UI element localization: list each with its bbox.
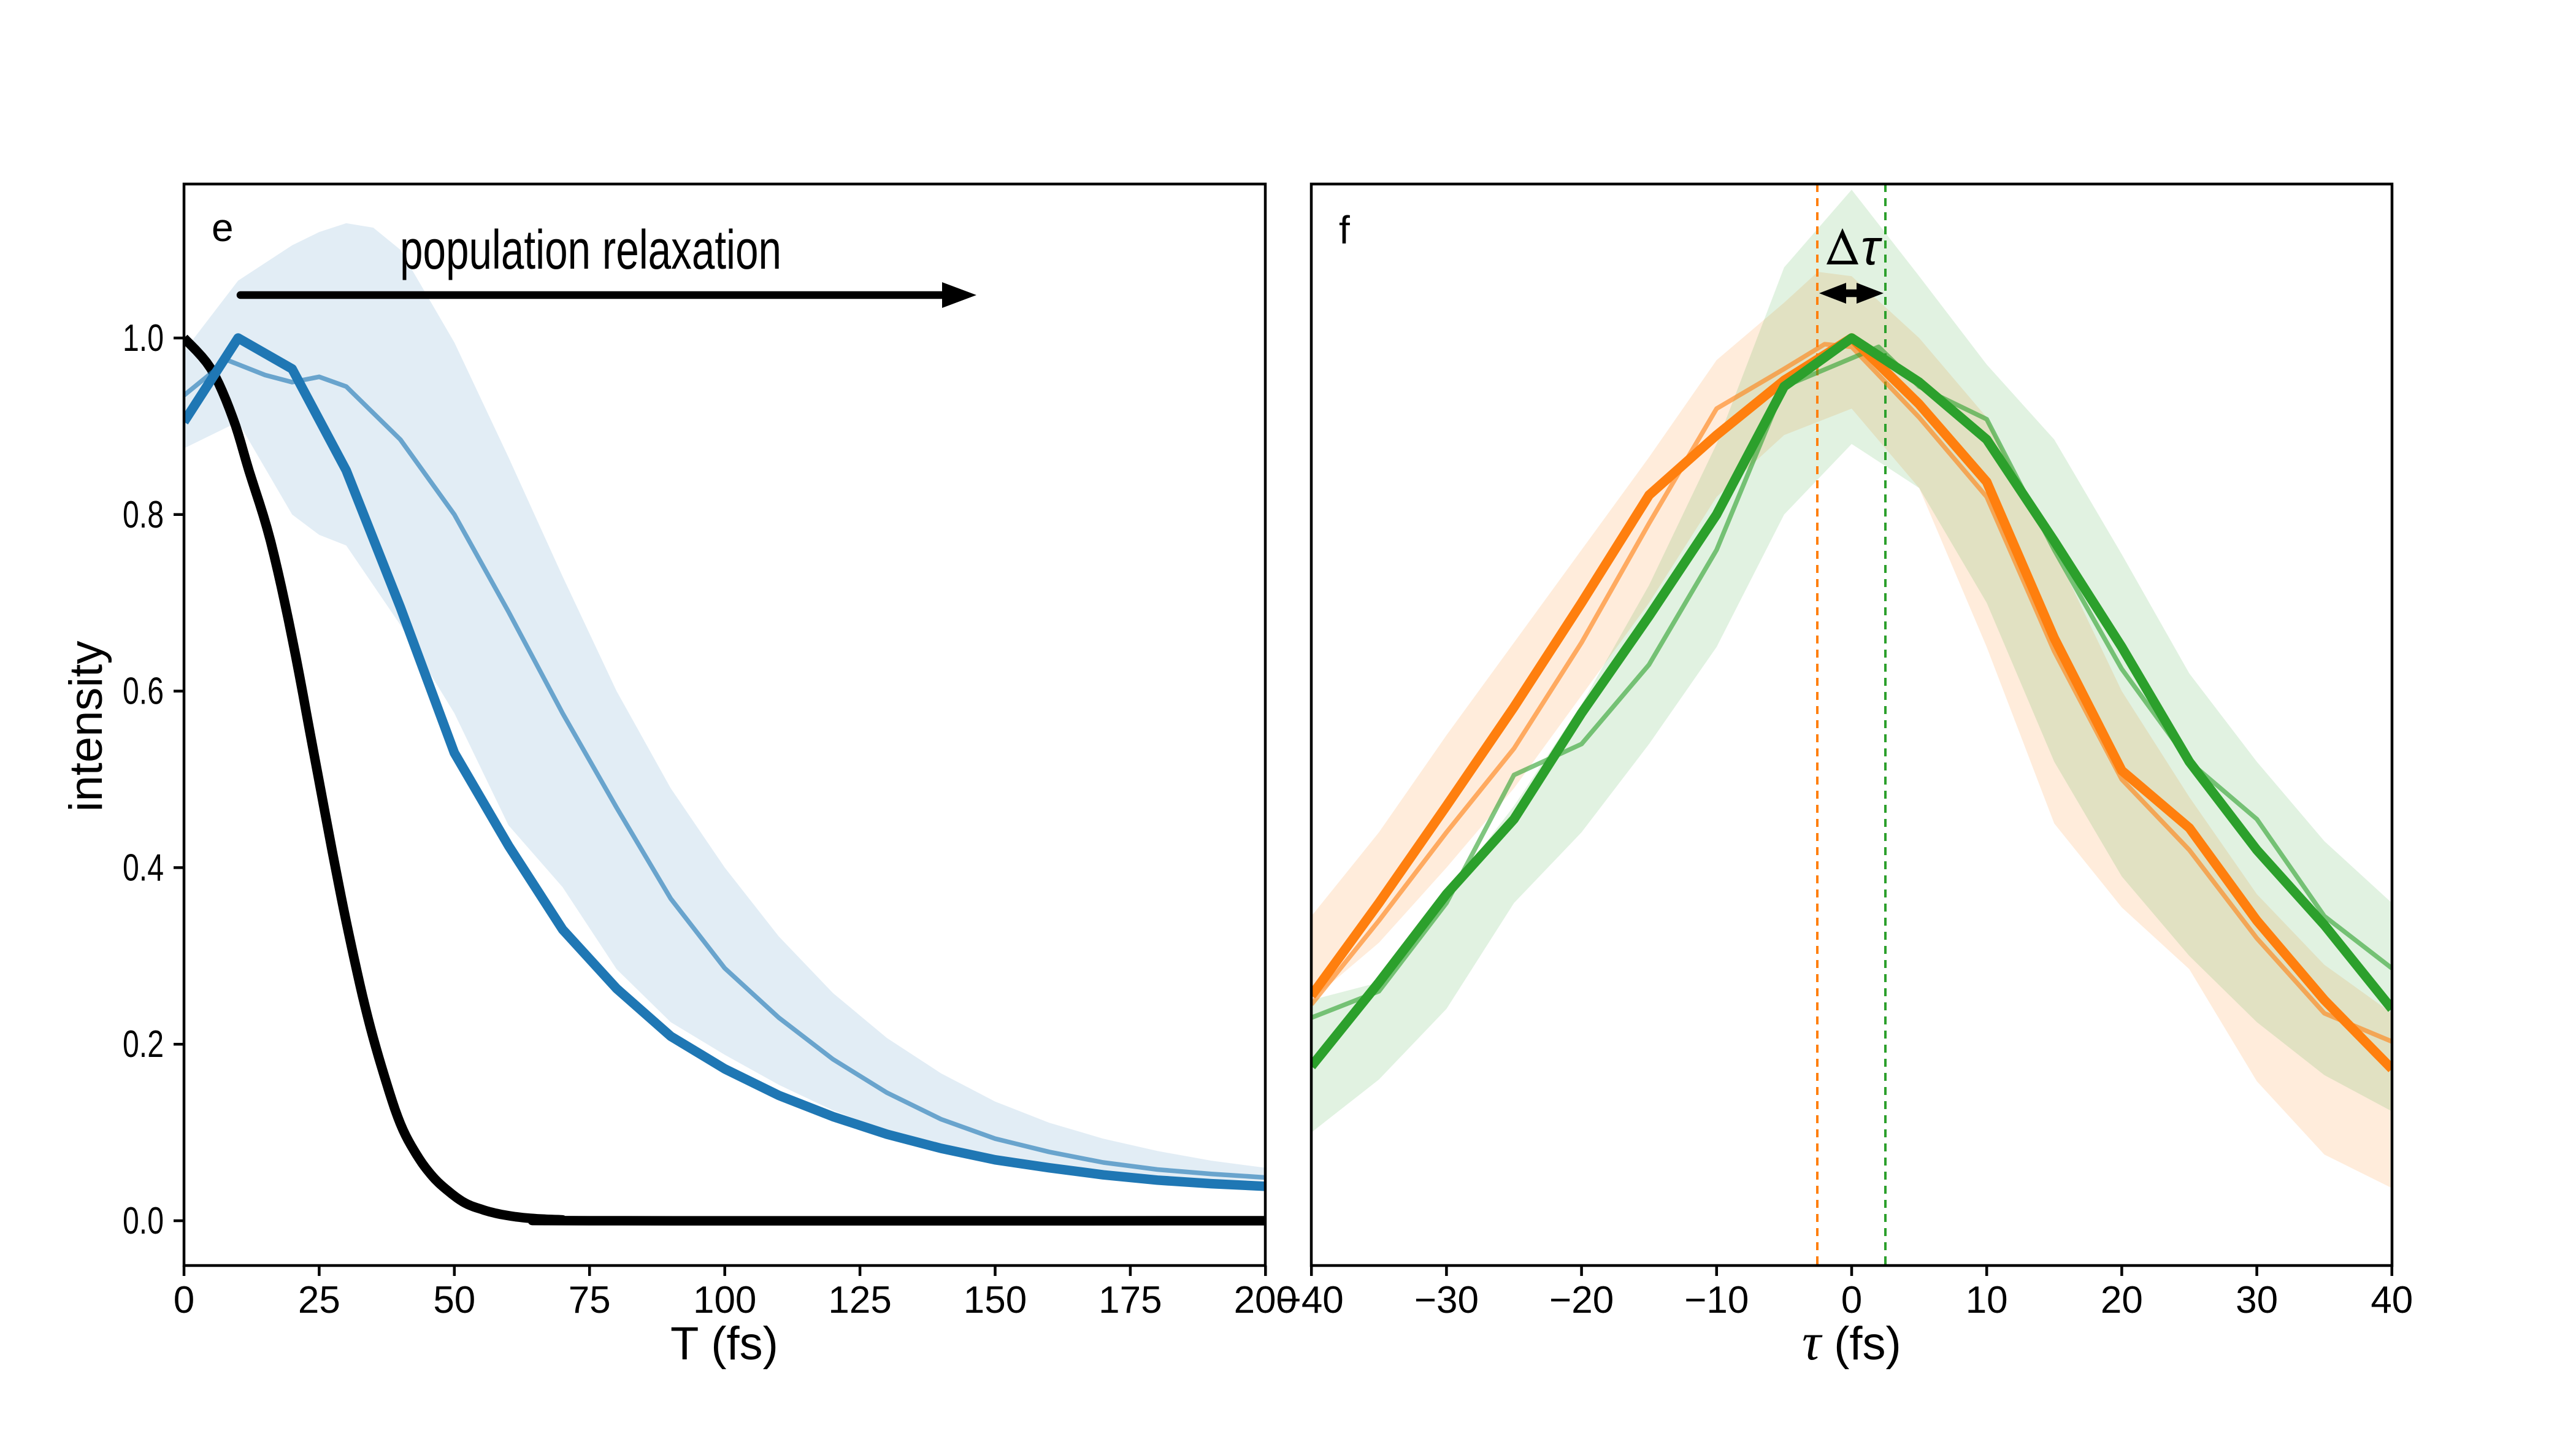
- svg-text:25: 25: [298, 1279, 340, 1321]
- svg-text:τ (fs): τ (fs): [1802, 1312, 1901, 1371]
- svg-text:0: 0: [174, 1279, 194, 1321]
- svg-text:e: e: [212, 206, 234, 250]
- svg-text:50: 50: [433, 1279, 475, 1321]
- svg-text:75: 75: [569, 1279, 611, 1321]
- svg-text:−30: −30: [1414, 1279, 1479, 1321]
- svg-text:1.0: 1.0: [123, 317, 164, 359]
- svg-text:0.0: 0.0: [123, 1200, 164, 1242]
- svg-text:10: 10: [1966, 1279, 2008, 1321]
- svg-text:40: 40: [2371, 1279, 2413, 1321]
- svg-text:0: 0: [1841, 1279, 1862, 1321]
- svg-text:20: 20: [2101, 1279, 2143, 1321]
- svg-text:30: 30: [2236, 1279, 2278, 1321]
- svg-text:population relaxation: population relaxation: [400, 220, 781, 281]
- svg-text:−20: −20: [1549, 1279, 1614, 1321]
- svg-text:f: f: [1339, 208, 1350, 252]
- svg-text:−40: −40: [1279, 1279, 1344, 1321]
- svg-text:τ: τ: [1861, 220, 1882, 275]
- svg-text:0.2: 0.2: [123, 1023, 164, 1066]
- svg-text:100: 100: [693, 1279, 756, 1321]
- svg-text:150: 150: [964, 1279, 1027, 1321]
- svg-text:175: 175: [1098, 1279, 1162, 1321]
- svg-text:intensity: intensity: [60, 641, 112, 812]
- svg-text:T (fs): T (fs): [670, 1318, 778, 1370]
- svg-text:−10: −10: [1684, 1279, 1749, 1321]
- svg-text:200: 200: [1234, 1279, 1297, 1321]
- svg-text:0.6: 0.6: [123, 670, 164, 713]
- svg-text:125: 125: [828, 1279, 891, 1321]
- svg-text:0.4: 0.4: [123, 847, 164, 889]
- svg-text:0.8: 0.8: [123, 494, 164, 536]
